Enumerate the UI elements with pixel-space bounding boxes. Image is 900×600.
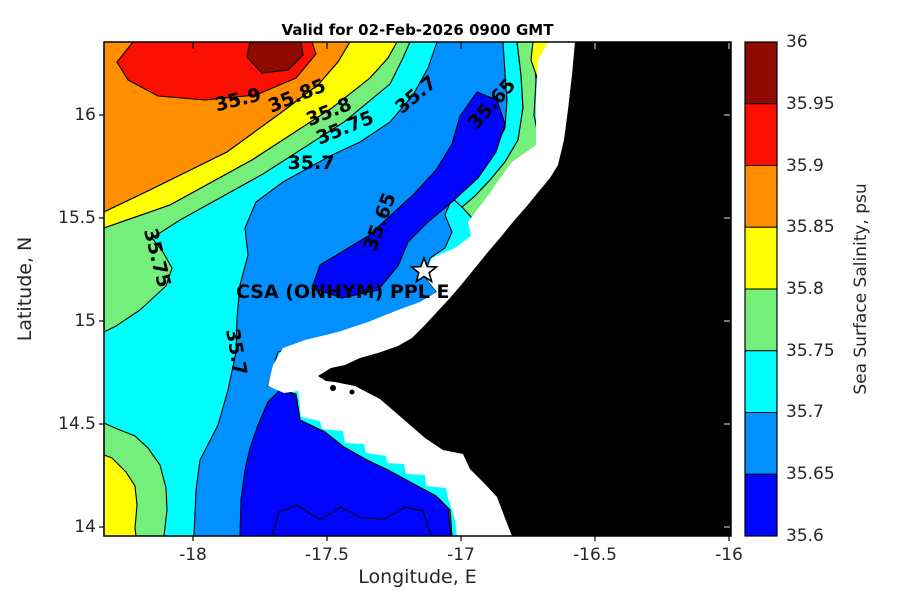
islet — [349, 389, 355, 395]
colorbar-segment — [744, 473, 778, 537]
colorbar-tick-label: 35.8 — [786, 279, 824, 299]
colorbar-segment — [744, 103, 778, 166]
contour-35.6-south — [271, 504, 432, 537]
contour-region-darkblue-south-35.60-35.65 — [239, 387, 452, 537]
colorbar-tick-label: 35.65 — [786, 464, 835, 484]
colorbar-tick-label: 35.7 — [786, 402, 824, 422]
y-tick-label: 15 — [74, 311, 96, 331]
colorbar-tick-label: 35.95 — [786, 94, 835, 114]
colorbar-segment — [744, 350, 778, 413]
land-mass — [318, 42, 731, 536]
colorbar-tick-label: 36 — [786, 32, 808, 52]
colorbar-segment — [744, 226, 778, 290]
y-tick-label: 14.5 — [58, 414, 96, 434]
contour-region-darkblue-tongue-35.60-35.65 — [311, 91, 506, 299]
colorbar-tick-label: 35.9 — [786, 156, 824, 176]
y-tick-label: 15.5 — [58, 208, 96, 228]
colorbar-tick-label: 35.6 — [786, 526, 824, 546]
plot-title: Valid for 02-Feb-2026 0900 GMT — [281, 21, 554, 39]
colorbar-box — [744, 41, 778, 537]
colorbar-tick-label: 35.75 — [786, 341, 835, 361]
x-tick-label: -16 — [715, 545, 743, 565]
x-tick-label: -17 — [447, 545, 475, 565]
x-tick-label: -18 — [179, 545, 207, 565]
colorbar-segment — [744, 288, 778, 352]
islet — [330, 385, 336, 391]
colorbar-segment — [744, 412, 778, 475]
y-axis-label: Latitude, N — [14, 236, 36, 342]
no-data-region — [268, 42, 575, 536]
x-axis-label: Longitude, E — [358, 566, 477, 588]
colorbar-segment — [744, 41, 778, 105]
colorbar-segment — [744, 165, 778, 228]
colorbar-tick-label: 35.85 — [786, 217, 835, 237]
site-label: CSA (ONHYM) PPL E — [236, 281, 449, 303]
site-star-marker — [409, 255, 439, 284]
contour-label: 35.7 — [288, 152, 335, 174]
axes-box — [103, 41, 732, 537]
y-tick-label: 16 — [74, 105, 96, 125]
contour-region-green-band-nw-35.75-35.80 — [103, 41, 411, 333]
y-tick-label: 14 — [74, 517, 96, 537]
x-tick-label: -16.5 — [573, 545, 617, 565]
x-tick-label: -17.5 — [305, 545, 349, 565]
